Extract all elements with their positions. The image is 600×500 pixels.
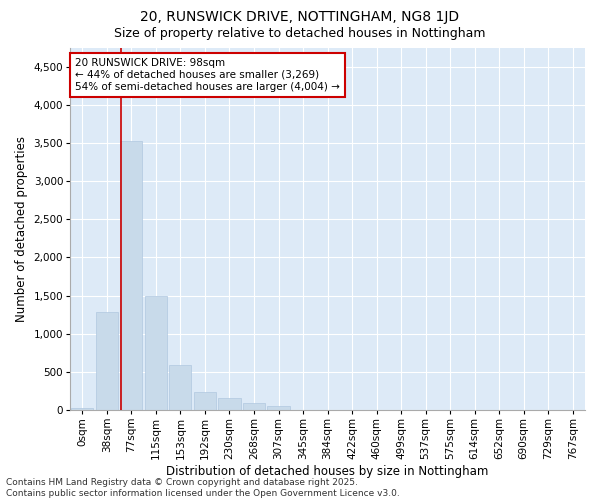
Bar (145, 296, 167, 410)
Bar (218, 398, 241, 410)
Bar (96, 312, 118, 410)
Bar (243, 403, 265, 410)
Bar (169, 365, 191, 410)
Text: 20, RUNSWICK DRIVE, NOTTINGHAM, NG8 1JD: 20, RUNSWICK DRIVE, NOTTINGHAM, NG8 1JD (140, 10, 460, 24)
Bar (121, 140, 142, 410)
Text: Size of property relative to detached houses in Nottingham: Size of property relative to detached ho… (114, 28, 486, 40)
Bar (71, 408, 94, 410)
Bar (268, 406, 290, 410)
X-axis label: Distribution of detached houses by size in Nottingham: Distribution of detached houses by size … (166, 464, 489, 477)
Bar (194, 392, 216, 410)
Y-axis label: Number of detached properties: Number of detached properties (15, 136, 28, 322)
Text: 20 RUNSWICK DRIVE: 98sqm
← 44% of detached houses are smaller (3,269)
54% of sem: 20 RUNSWICK DRIVE: 98sqm ← 44% of detach… (75, 58, 340, 92)
Text: Contains HM Land Registry data © Crown copyright and database right 2025.
Contai: Contains HM Land Registry data © Crown c… (6, 478, 400, 498)
